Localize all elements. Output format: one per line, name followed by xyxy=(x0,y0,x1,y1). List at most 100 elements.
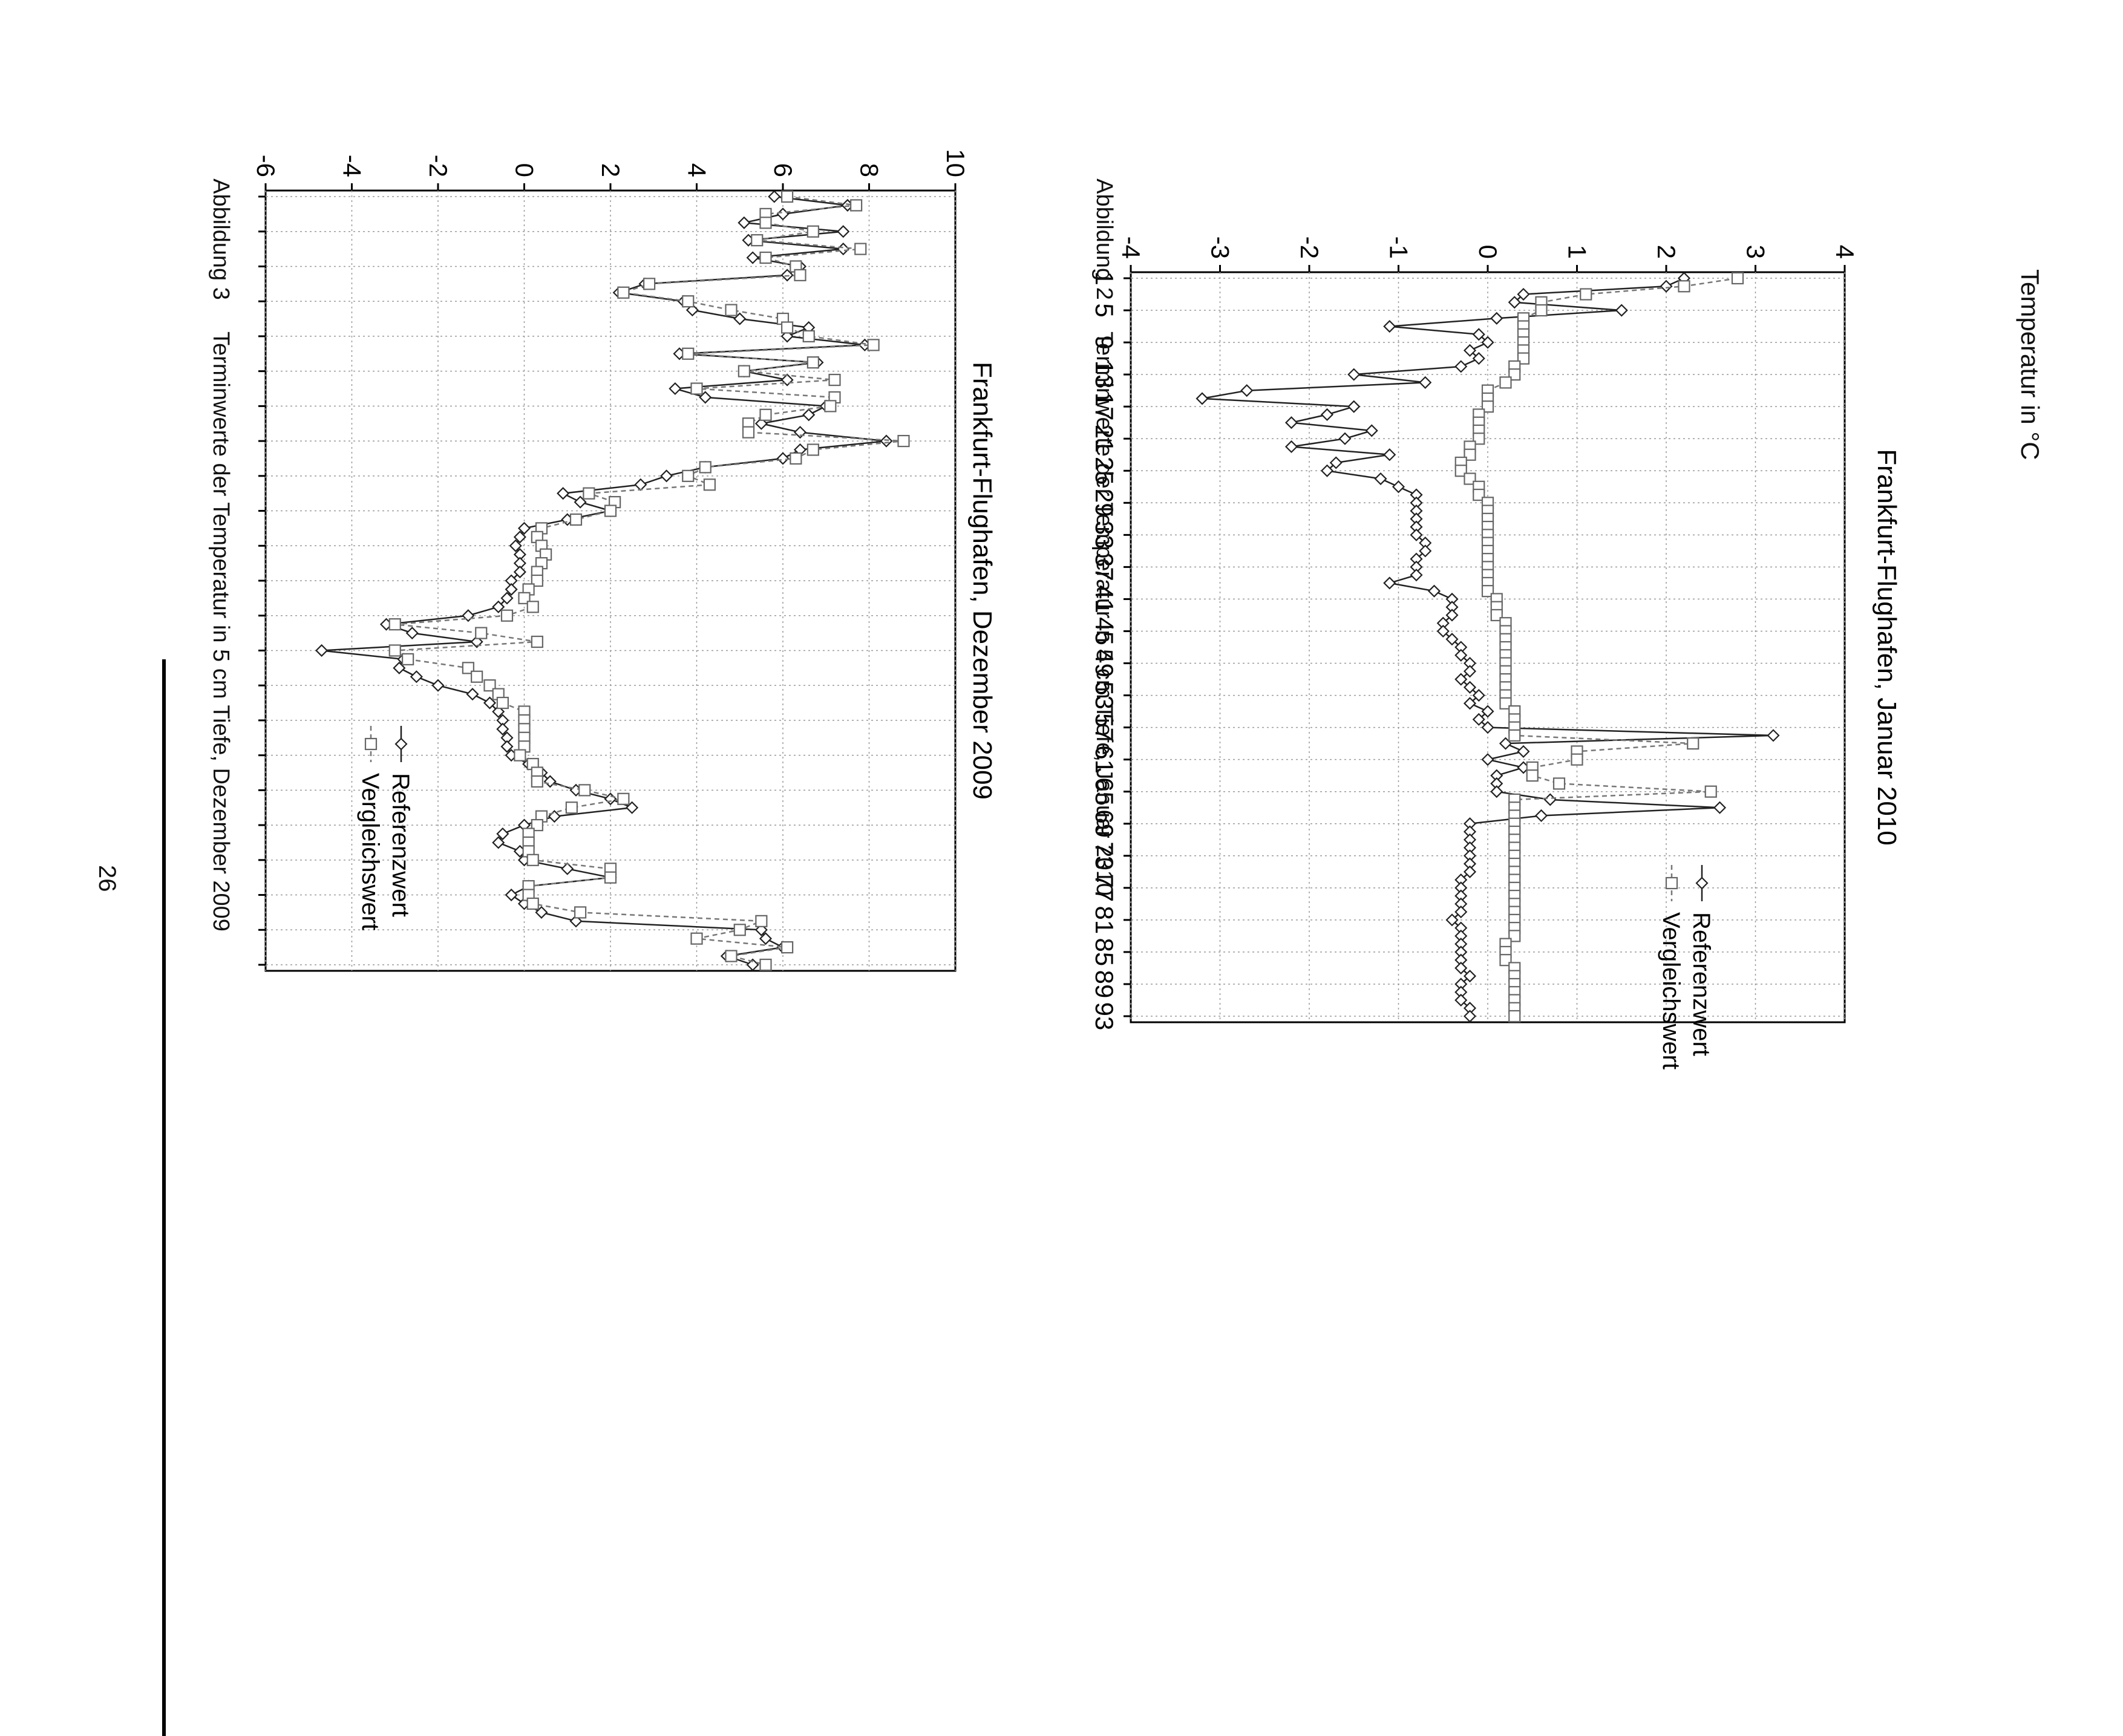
legend-marker xyxy=(1695,876,1709,890)
y-tick-label: -4 xyxy=(1117,237,1145,259)
series-vergleichswert xyxy=(1454,272,1744,1023)
y-tick-label: 3 xyxy=(1742,245,1770,259)
data-point-diamond xyxy=(802,408,816,422)
y-tick-label: 10 xyxy=(941,149,970,177)
data-point-diamond xyxy=(1445,633,1459,646)
data-point-diamond xyxy=(1463,1010,1477,1023)
data-point-diamond xyxy=(669,382,682,396)
data-point-diamond xyxy=(746,958,759,971)
data-point-diamond xyxy=(505,582,518,596)
data-point-diamond xyxy=(880,434,893,448)
data-point-square xyxy=(828,373,841,387)
series-referenzwert xyxy=(1196,272,1780,1023)
data-point-diamond xyxy=(1436,624,1450,638)
data-point-square xyxy=(682,347,695,360)
data-point-diamond xyxy=(1329,456,1343,469)
x-tick-label: 17 xyxy=(1090,393,1119,421)
data-point-diamond xyxy=(1463,865,1477,878)
x-tick-label: 81 xyxy=(1090,906,1119,935)
data-point-square xyxy=(1481,400,1494,413)
data-point-square xyxy=(806,225,819,238)
data-point-square xyxy=(781,941,794,954)
data-point-square xyxy=(569,513,583,526)
data-point-diamond xyxy=(1463,697,1477,710)
data-point-square xyxy=(682,295,695,308)
data-point-diamond xyxy=(517,521,531,535)
data-point-diamond xyxy=(1445,913,1459,927)
caption-abbildung-3: Abbildung 3 Terminwerte der Temperatur i… xyxy=(182,154,260,932)
y-tick-label: 0 xyxy=(511,163,539,177)
data-point-square xyxy=(682,469,695,482)
data-point-diamond xyxy=(1240,384,1254,397)
caption-text: Terminwerte der Temperatur in 5 cm Tiefe… xyxy=(208,331,234,932)
footer-rule xyxy=(162,659,166,1736)
data-point-square xyxy=(1508,729,1521,742)
y-tick-label: 0 xyxy=(1474,245,1502,259)
data-point-diamond xyxy=(1508,296,1521,309)
data-point-square xyxy=(1473,488,1485,501)
data-point-diamond xyxy=(1481,721,1494,734)
data-point-diamond xyxy=(1472,328,1485,341)
data-point-square xyxy=(643,278,656,290)
x-tick-label: 69 xyxy=(1090,809,1119,838)
data-point-diamond xyxy=(738,216,751,229)
data-point-diamond xyxy=(496,722,509,736)
x-tick-label: 41 xyxy=(1090,585,1119,613)
data-point-diamond xyxy=(1365,424,1378,437)
data-point-square xyxy=(1552,777,1566,790)
data-point-diamond xyxy=(1517,287,1530,301)
data-point-diamond xyxy=(1517,745,1530,758)
data-point-diamond xyxy=(1543,793,1557,806)
data-point-square xyxy=(526,601,539,613)
series-referenzwert xyxy=(315,190,893,971)
data-point-square xyxy=(690,382,703,395)
data-point-diamond xyxy=(1284,440,1298,454)
data-point-square xyxy=(1464,472,1476,485)
data-point-diamond xyxy=(513,566,526,579)
data-point-diamond xyxy=(505,888,518,902)
data-point-diamond xyxy=(1320,408,1334,421)
data-point-diamond xyxy=(1472,689,1485,702)
data-point-square xyxy=(514,749,526,762)
data-point-diamond xyxy=(776,207,790,221)
data-point-square xyxy=(388,618,401,631)
chart-title: Frankfurt-Flughafen, Januar 2010 xyxy=(1872,449,1902,846)
data-point-diamond xyxy=(1490,312,1503,325)
x-tick-label: 65 xyxy=(1090,777,1119,806)
x-tick-label: 13 xyxy=(1090,361,1119,389)
data-point-square xyxy=(1687,737,1699,750)
data-point-square xyxy=(578,784,591,797)
data-point-square xyxy=(1508,1010,1521,1023)
data-point-diamond xyxy=(1767,729,1780,742)
data-point-square xyxy=(1731,272,1744,285)
data-point-square xyxy=(604,504,617,517)
legend-label: Referenzwert xyxy=(1688,912,1715,1056)
data-point-square xyxy=(526,897,539,910)
x-tick-label: 21 xyxy=(1090,425,1119,453)
data-point-diamond xyxy=(1463,665,1477,678)
x-tick-label: 73 xyxy=(1090,841,1119,870)
data-point-square xyxy=(1490,609,1503,622)
y-tick-label: -2 xyxy=(1295,237,1324,259)
y-tick-label: 2 xyxy=(1652,245,1681,259)
data-point-square xyxy=(1704,785,1717,798)
y-tick-label: -1 xyxy=(1385,237,1413,259)
legend-label: Referenzwert xyxy=(387,773,414,917)
data-point-diamond xyxy=(1713,801,1727,814)
data-point-square xyxy=(604,871,617,884)
data-point-diamond xyxy=(759,932,773,945)
data-point-square xyxy=(699,461,711,474)
rotated-page: Temperatur in °C -4 -3 -2 -1 0 1 2 3 4 1 5 9 13 17 21 2… xyxy=(94,149,2044,1736)
data-point-square xyxy=(738,365,750,377)
data-point-diamond xyxy=(410,670,423,684)
data-point-diamond xyxy=(1383,448,1396,462)
data-point-diamond xyxy=(1660,279,1673,293)
data-point-diamond xyxy=(1410,569,1423,582)
data-point-square xyxy=(583,487,595,500)
data-point-square xyxy=(824,400,837,413)
data-point-square xyxy=(867,339,880,351)
legend-marker xyxy=(364,737,378,751)
data-point-diamond xyxy=(1445,609,1459,622)
data-point-diamond xyxy=(660,469,673,483)
